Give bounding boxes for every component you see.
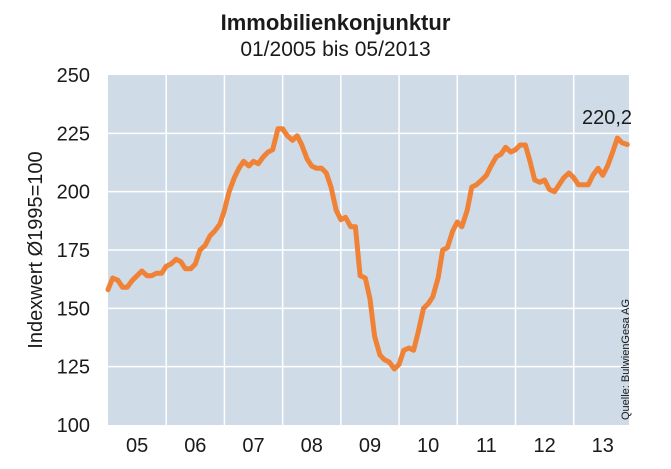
x-tick-label: 07 — [242, 435, 264, 457]
y-tick-label: 175 — [57, 240, 90, 262]
y-tick-label: 150 — [57, 298, 90, 320]
source-note: Quelle: BulwienGesa AG — [620, 299, 632, 420]
y-tick-labels: 100 125 150 175 200 225 250 — [57, 65, 90, 437]
x-tick-labels: 05 06 07 08 09 10 11 12 13 — [126, 435, 614, 457]
y-tick-label: 100 — [57, 415, 90, 437]
x-tick-label: 13 — [592, 435, 614, 457]
x-tick-label: 10 — [417, 435, 439, 457]
chart-title: Immobilienkonjunktur — [220, 10, 451, 35]
y-tick-label: 250 — [57, 65, 90, 87]
y-tick-label: 125 — [57, 357, 90, 379]
y-tick-label: 200 — [57, 182, 90, 204]
chart-subtitle: 01/2005 bis 05/2013 — [240, 38, 431, 61]
x-tick-label: 12 — [533, 435, 555, 457]
x-tick-label: 06 — [184, 435, 206, 457]
x-tick-label: 11 — [476, 435, 497, 457]
x-tick-label: 05 — [126, 435, 148, 457]
y-tick-label: 225 — [57, 123, 90, 145]
y-axis-label: Indexwert Ø1995=100 — [25, 151, 47, 348]
series-group — [105, 126, 630, 372]
x-tick-label: 09 — [359, 435, 381, 457]
x-tick-label: 08 — [301, 435, 323, 457]
series-line — [105, 126, 630, 372]
end-value-label: 220,2 — [582, 107, 632, 129]
